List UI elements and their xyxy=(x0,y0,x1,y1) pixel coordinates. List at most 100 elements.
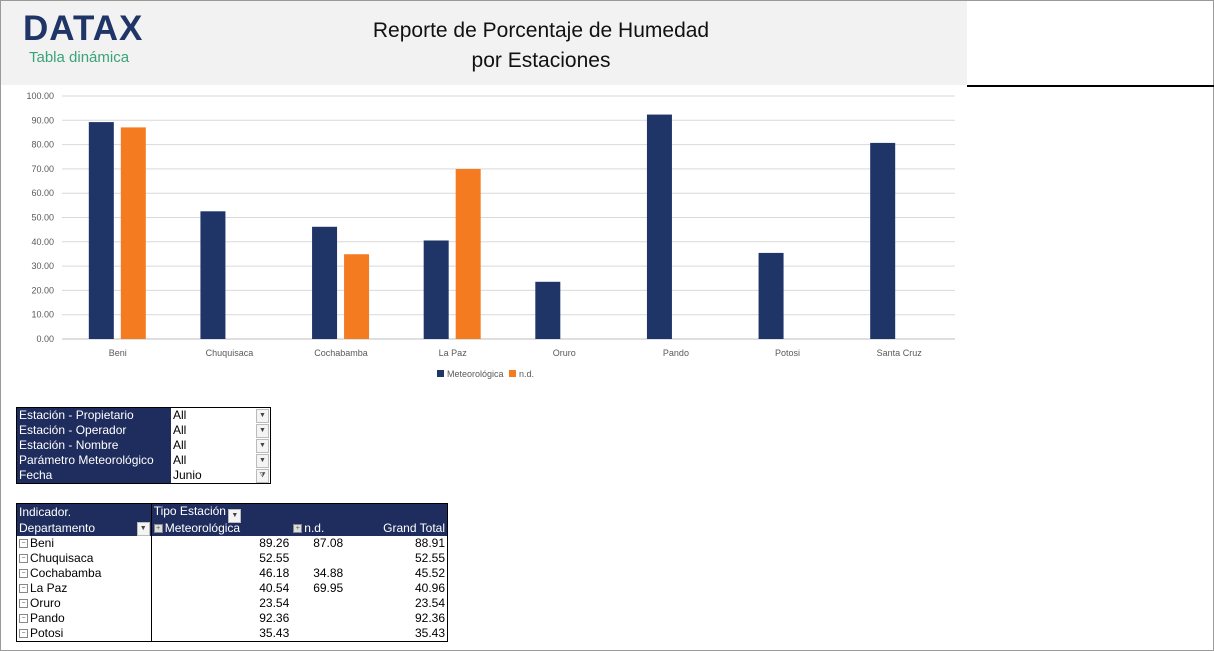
collapse-icon[interactable]: − xyxy=(19,629,28,639)
filter-value-text: All xyxy=(173,438,187,452)
filter-value[interactable]: All ▼ xyxy=(171,438,271,453)
col-header-nd[interactable]: + n.d. xyxy=(291,521,346,536)
x-tick-label: Pando xyxy=(663,348,689,358)
filter-label: Parámetro Meteorológico xyxy=(16,453,171,468)
pivot-table: Indicador. Tipo Estación ▼ Departamento ▼… xyxy=(16,503,448,642)
cell-nd xyxy=(291,611,345,626)
dropdown-arrow-icon[interactable]: ▼ xyxy=(228,509,242,523)
cell-grand-total: 40.96 xyxy=(414,581,445,595)
department-name: La Paz xyxy=(30,581,68,595)
collapse-icon[interactable]: − xyxy=(19,584,28,594)
x-tick-label: Santa Cruz xyxy=(877,348,923,358)
col-field-header[interactable]: Tipo Estación ▼ xyxy=(150,503,448,523)
dropdown-arrow-icon[interactable]: ▼ xyxy=(256,454,269,468)
y-tick-label: 10.00 xyxy=(31,310,54,320)
filter-label: Fecha xyxy=(16,468,171,484)
table-row: − Pando 92.36 92.36 xyxy=(17,611,448,626)
table-row: − Beni 89.26 87.08 88.91 xyxy=(17,536,448,551)
row-label[interactable]: − Potosi xyxy=(17,626,152,642)
row-label[interactable]: − Pando xyxy=(17,611,152,626)
title-line-2: por Estaciones xyxy=(471,49,611,72)
y-tick-label: 70.00 xyxy=(31,164,54,174)
collapse-icon[interactable]: − xyxy=(19,614,28,624)
bar-meteorologica xyxy=(423,240,449,339)
x-tick-label: La Paz xyxy=(439,348,468,358)
expand-icon[interactable]: + xyxy=(153,524,163,534)
datax-logo: DATAX xyxy=(23,9,144,48)
collapse-icon[interactable]: − xyxy=(19,554,28,564)
row-label[interactable]: − La Paz xyxy=(17,581,152,596)
col-label: Meteorológica xyxy=(164,521,241,535)
cell-nd xyxy=(291,626,345,642)
collapse-icon[interactable]: − xyxy=(19,569,28,579)
dropdown-arrow-icon[interactable]: ▼ xyxy=(256,439,269,453)
bar-nd xyxy=(344,254,370,339)
cell-nd: 34.88 xyxy=(313,566,344,580)
x-tick-label: Chuquisaca xyxy=(206,348,254,358)
department-name: Potosi xyxy=(30,626,64,640)
col-header-grand-total: Grand Total xyxy=(345,521,448,536)
cell-nd: 87.08 xyxy=(313,536,344,550)
filter-row: Estación - Propietario All ▼ xyxy=(16,407,271,423)
bar-nd xyxy=(455,169,481,339)
filter-row: Estación - Nombre All ▼ xyxy=(16,438,271,453)
logo-subtitle: Tabla dinámica xyxy=(29,49,130,66)
cell-meteorologica: 35.43 xyxy=(150,626,292,642)
filter-value[interactable]: All ▼ xyxy=(171,423,271,438)
y-tick-label: 30.00 xyxy=(31,261,54,271)
humidity-bar-chart: 0.00 10.00 20.00 30.00 40.00 50.00 60.00 70.00 8… xyxy=(26,91,955,379)
filter-value-text: All xyxy=(173,453,187,467)
y-tick-label: 60.00 xyxy=(31,188,54,198)
filter-value[interactable]: Junio ⧩ xyxy=(171,468,271,484)
collapse-icon[interactable]: − xyxy=(19,539,28,549)
dropdown-arrow-icon[interactable]: ▼ xyxy=(256,409,269,423)
filter-icon[interactable]: ⧩ xyxy=(256,469,269,483)
cell-meteorologica: 40.54 xyxy=(150,581,292,596)
bar-meteorologica xyxy=(646,114,672,339)
header-divider xyxy=(967,85,1214,87)
x-tick-label: Oruro xyxy=(553,348,576,358)
row-field-label: Departamento xyxy=(19,521,96,535)
legend-swatch-meteorologica xyxy=(437,370,444,377)
bar-meteorologica xyxy=(870,142,896,339)
filter-value[interactable]: All ▼ xyxy=(171,453,271,468)
department-name: Oruro xyxy=(30,596,61,610)
pivot-corner-label: Indicador. xyxy=(16,503,152,521)
x-tick-label: Cochabamba xyxy=(314,348,368,358)
cell-grand-total: 92.36 xyxy=(414,611,445,625)
row-label[interactable]: − Beni xyxy=(17,536,152,551)
cell-grand-total: 23.54 xyxy=(414,596,445,610)
bar-meteorologica xyxy=(312,226,338,339)
filter-value[interactable]: All ▼ xyxy=(171,407,271,423)
row-label[interactable]: − Chuquisaca xyxy=(17,551,152,566)
expand-icon[interactable]: + xyxy=(293,524,303,534)
row-field-header[interactable]: Departamento ▼ xyxy=(16,521,152,536)
col-header-meteorologica[interactable]: + Meteorológica xyxy=(150,521,292,536)
department-name: Cochabamba xyxy=(30,566,102,580)
table-row: − Oruro 23.54 23.54 xyxy=(17,596,448,611)
filter-label: Estación - Propietario xyxy=(16,407,171,423)
y-tick-label: 90.00 xyxy=(31,115,54,125)
report-header: DATAX Tabla dinámica Reporte de Porcenta… xyxy=(1,1,967,85)
collapse-icon[interactable]: − xyxy=(19,599,28,609)
cell-grand-total: 45.52 xyxy=(414,566,445,580)
report-title: Reporte de Porcentaje de Humedad por Est… xyxy=(341,16,741,76)
table-row: − Potosi 35.43 35.43 xyxy=(17,626,448,642)
filter-value-text: All xyxy=(173,423,187,437)
table-row: − La Paz 40.54 69.95 40.96 xyxy=(17,581,448,596)
cell-nd: 69.95 xyxy=(313,581,344,595)
y-tick-label: 100.00 xyxy=(26,91,54,101)
filter-row: Estación - Operador All ▼ xyxy=(16,423,271,438)
row-label[interactable]: − Oruro xyxy=(17,596,152,611)
table-row: − Chuquisaca 52.55 52.55 xyxy=(17,551,448,566)
filter-row: Fecha Junio ⧩ xyxy=(16,468,271,484)
row-label[interactable]: − Cochabamba xyxy=(17,566,152,581)
bar-meteorologica xyxy=(88,122,114,339)
dropdown-arrow-icon[interactable]: ▼ xyxy=(136,522,150,536)
department-name: Pando xyxy=(30,611,65,625)
bar-meteorologica xyxy=(535,281,561,339)
col-field-label: Tipo Estación xyxy=(153,504,226,518)
table-row: − Cochabamba 46.18 34.88 45.52 xyxy=(17,566,448,581)
dropdown-arrow-icon[interactable]: ▼ xyxy=(256,424,269,438)
filter-label: Estación - Operador xyxy=(16,423,171,438)
